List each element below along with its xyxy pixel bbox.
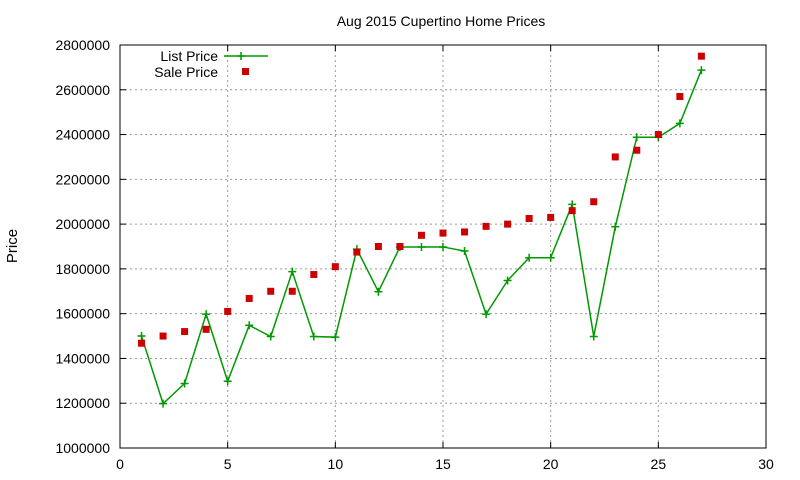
list-price-point	[159, 399, 168, 408]
list-price-point	[223, 377, 232, 386]
sale-price-point	[439, 229, 447, 237]
sale-price-point	[547, 213, 555, 221]
list-price-point	[245, 321, 254, 330]
list-price-point	[331, 333, 340, 342]
sale-price-point	[676, 92, 684, 100]
sale-price-point	[461, 228, 469, 236]
x-tick-label: 30	[758, 456, 774, 472]
y-tick-label: 2400000	[55, 127, 110, 143]
sale-price-point	[202, 325, 210, 333]
series-layer	[137, 52, 706, 408]
list-price-point	[417, 242, 426, 251]
sale-price-point	[611, 153, 619, 161]
legend: List Price Sale Price	[154, 48, 268, 80]
list-price-point	[611, 222, 620, 231]
legend-marker-list-price	[237, 52, 245, 60]
sale-price-point	[374, 243, 382, 250]
x-tick-label: 15	[435, 456, 451, 472]
chart-title: Aug 2015 Cupertino Home Prices	[337, 13, 546, 29]
list-price-point	[482, 310, 491, 319]
list-price-point	[546, 253, 555, 262]
sale-price-point	[590, 198, 598, 206]
list-price-point	[374, 287, 383, 296]
list-price-point	[525, 253, 534, 262]
y-tick-label: 1800000	[55, 261, 110, 277]
y-tick-label: 1400000	[55, 350, 110, 366]
legend-marker-sale-price	[242, 68, 249, 75]
sale-price-point	[697, 52, 705, 60]
list-price-point	[568, 200, 577, 209]
sale-price-point	[331, 263, 339, 271]
legend-label-sale-price: Sale Price	[154, 64, 218, 80]
list-price-point	[309, 332, 318, 341]
list-price-point	[180, 379, 189, 388]
list-price-point	[697, 66, 706, 75]
x-tick-label: 25	[651, 456, 667, 472]
y-tick-label: 2600000	[55, 82, 110, 98]
sale-price-point	[310, 270, 318, 278]
sale-price-point	[633, 146, 641, 154]
y-tick-label: 2000000	[55, 216, 110, 232]
sale-price-point	[568, 207, 576, 215]
sale-price-point	[245, 294, 253, 302]
sale-price-point	[417, 231, 425, 239]
sale-price-point	[159, 332, 167, 340]
y-tick-label: 2800000	[55, 37, 110, 53]
y-tick-label: 1000000	[55, 440, 110, 456]
x-tick-label: 10	[328, 456, 344, 472]
sale-price-point	[654, 131, 662, 139]
list-price-point	[266, 332, 275, 341]
y-tick-label: 1600000	[55, 306, 110, 322]
list-price-point	[288, 267, 297, 276]
sale-price-point	[396, 243, 404, 250]
x-tick-label: 0	[116, 456, 124, 472]
list-price-point	[202, 310, 211, 319]
legend-label-list-price: List Price	[160, 48, 218, 64]
sale-price-point	[181, 328, 189, 336]
sale-price-point	[353, 248, 361, 256]
sale-price-point	[224, 307, 232, 315]
axis-ticks: 0 5 10 15 20 25 30 1000000 1200000 1400000 1600000…	[55, 37, 774, 472]
sale-price-point	[288, 287, 296, 295]
list-price-point	[632, 133, 641, 142]
y-tick-label: 2200000	[55, 171, 110, 187]
sale-price-point	[504, 220, 512, 228]
list-price-point	[503, 276, 512, 285]
sale-price-point	[267, 287, 275, 295]
y-axis-label: Price	[4, 229, 21, 263]
sale-price-point	[138, 339, 146, 347]
sale-price-point	[525, 215, 533, 223]
list-price-point	[439, 242, 447, 251]
list-price-point	[137, 332, 146, 341]
list-price-point	[675, 119, 684, 128]
x-tick-label: 5	[224, 456, 232, 472]
list-price-point	[460, 246, 469, 255]
sale-price-point	[482, 222, 490, 230]
y-tick-label: 1200000	[55, 395, 110, 411]
x-tick-label: 20	[543, 456, 559, 472]
list-price-point	[589, 332, 598, 341]
